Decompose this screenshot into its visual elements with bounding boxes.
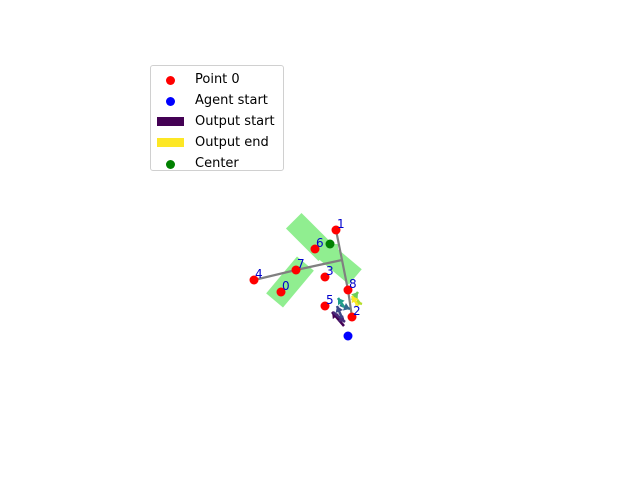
point-marker: [310, 244, 320, 254]
legend-label: Agent start: [195, 93, 268, 108]
point-label: 4: [255, 267, 263, 281]
legend-label: Output end: [195, 135, 269, 150]
point-label: 5: [326, 293, 334, 307]
arrow-head: [337, 315, 345, 322]
point-label: 8: [349, 277, 357, 291]
point-label: 1: [337, 217, 345, 231]
point-marker: [347, 312, 357, 322]
legend-marker: [166, 76, 175, 85]
agent-start-marker: [343, 331, 353, 341]
region-band: [322, 244, 338, 262]
legend-patch: [157, 117, 184, 126]
path-line: [334, 229, 354, 318]
legend-item: Agent start: [151, 91, 283, 112]
legend-label: Center: [195, 156, 239, 171]
points-layer: [249, 225, 357, 341]
point-label: 2: [353, 304, 361, 318]
output-arrows: [331, 291, 363, 327]
legend: Point 0 Agent start Output start Output end…: [150, 65, 284, 171]
arrow-head: [351, 292, 358, 300]
point-marker: [331, 225, 341, 235]
legend-label: Point 0: [195, 72, 240, 87]
point-marker: [291, 265, 301, 275]
legend-item: Output start: [151, 112, 283, 133]
point-labels: 0 1 2 3 4 5 67 8: [255, 217, 361, 318]
center-marker: [325, 239, 335, 249]
point-label: 3: [326, 264, 334, 278]
legend-item: Point 0: [151, 70, 283, 91]
arrow-head: [351, 296, 359, 304]
arrow-head: [342, 303, 350, 311]
arrow-head: [335, 306, 343, 314]
point-marker: [320, 272, 330, 282]
legend-marker: [166, 160, 175, 169]
legend-label: Output start: [195, 114, 275, 129]
point-marker: [320, 301, 330, 311]
region-band: [266, 256, 314, 308]
point-marker: [249, 275, 259, 285]
arrow-head: [338, 298, 345, 306]
legend-patch: [157, 138, 184, 147]
legend-marker: [166, 97, 175, 106]
point-marker: [343, 285, 353, 295]
point-label: 0: [282, 279, 290, 293]
point-marker: [276, 287, 286, 297]
point-label: 7: [297, 257, 305, 271]
legend-item: Center: [151, 154, 283, 175]
point-label: 6: [316, 236, 324, 250]
legend-item: Output end: [151, 133, 283, 154]
